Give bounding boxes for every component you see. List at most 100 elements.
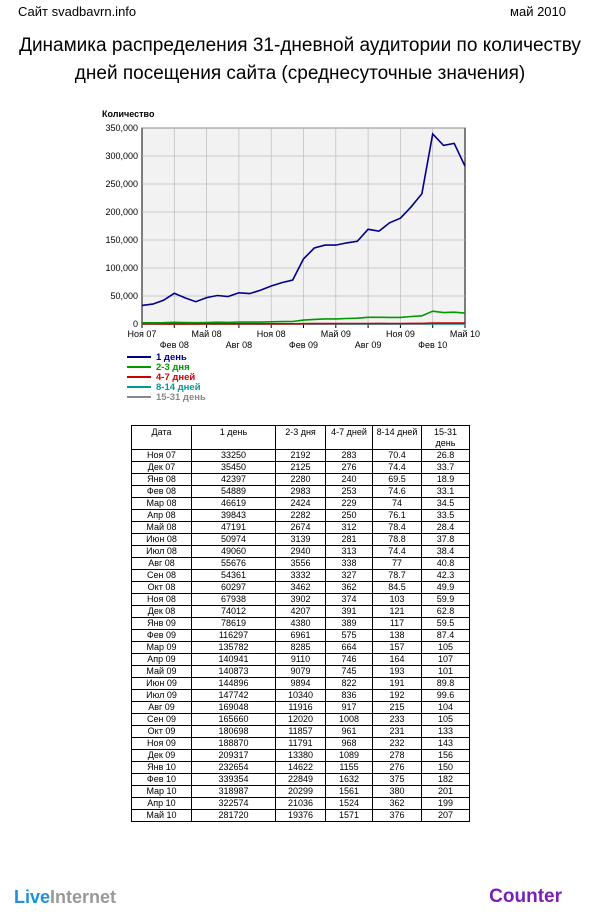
table-row: Ноя 09 188870 11791 968 232 143 <box>131 737 470 750</box>
table-cell: Июл 09 <box>131 689 192 702</box>
table-cell: 9079 <box>275 665 326 678</box>
column-header: Дата <box>131 425 192 450</box>
table-cell: 74012 <box>191 605 276 618</box>
x-tick-label: Фев 09 <box>289 340 318 350</box>
table-cell: 188870 <box>191 737 276 750</box>
table-cell: 4207 <box>275 605 326 618</box>
table-row: Сен 09 165660 12020 1008 233 105 <box>131 713 470 726</box>
y-tick-label: 300,000 <box>105 151 138 161</box>
legend-swatch <box>127 396 151 398</box>
table-cell: 133 <box>421 725 470 738</box>
table-cell: 89.8 <box>421 677 470 690</box>
table-cell: 1089 <box>325 749 373 762</box>
counter-link[interactable]: Counter <box>489 886 562 907</box>
table-cell: 375 <box>372 773 422 786</box>
table-cell: 105 <box>421 641 470 654</box>
y-tick-label: 0 <box>133 319 138 329</box>
table-cell: 232654 <box>191 761 276 774</box>
table-cell: Янв 09 <box>131 617 192 630</box>
table-cell: 362 <box>325 581 373 594</box>
table-cell: 33.1 <box>421 485 470 498</box>
table-cell: 55676 <box>191 557 276 570</box>
legend-swatch <box>127 386 151 388</box>
table-cell: 33250 <box>191 449 276 462</box>
table-cell: 49060 <box>191 545 276 558</box>
table-cell: Сен 09 <box>131 713 192 726</box>
table-cell: 138 <box>372 629 422 642</box>
table-cell: 50974 <box>191 533 276 546</box>
table-cell: 33.5 <box>421 509 470 522</box>
table-cell: 3902 <box>275 593 326 606</box>
legend-swatch <box>127 376 151 378</box>
table-cell: 281 <box>325 533 373 546</box>
title-line-2: дней посещения сайта (среднесуточные зна… <box>74 63 526 84</box>
table-cell: 389 <box>325 617 373 630</box>
table-row: Фев 09 116297 6961 575 138 87.4 <box>131 629 470 642</box>
table-cell: 70.4 <box>372 449 422 462</box>
x-tick-label: Ноя 09 <box>386 329 415 339</box>
column-header: 2-3 дня <box>275 425 326 450</box>
table-cell: 1008 <box>325 713 373 726</box>
table-cell: Дек 08 <box>131 605 192 618</box>
table-cell: 232 <box>372 737 422 750</box>
report-period: май 2010 <box>510 4 566 19</box>
table-cell: 74.4 <box>372 545 422 558</box>
x-tick-label: Май 08 <box>192 329 222 339</box>
table-cell: 278 <box>372 749 422 762</box>
table-cell: 575 <box>325 629 373 642</box>
table-row: Авг 09 169048 11916 917 215 104 <box>131 701 470 714</box>
table-cell: 2125 <box>275 461 326 474</box>
table-cell: 917 <box>325 701 373 714</box>
legend-item: 4-7 дней <box>127 372 206 383</box>
table-cell: 21036 <box>275 797 326 810</box>
table-cell: Фев 09 <box>131 629 192 642</box>
table-cell: 2674 <box>275 521 326 534</box>
table-cell: 22849 <box>275 773 326 786</box>
column-header: 4-7 дней <box>325 425 373 450</box>
page-title: Динамика распределения 31-дневной аудито… <box>0 32 600 88</box>
table-cell: 135782 <box>191 641 276 654</box>
table-row: Июл 08 49060 2940 313 74.4 38.4 <box>131 545 470 558</box>
table-row: Янв 09 78619 4380 389 117 59.5 <box>131 617 470 630</box>
table-cell: 28.4 <box>421 521 470 534</box>
table-cell: 121 <box>372 605 422 618</box>
table-cell: 39843 <box>191 509 276 522</box>
table-cell: 2424 <box>275 497 326 510</box>
table-cell: 40.8 <box>421 557 470 570</box>
liveinternet-logo[interactable]: LiveInternet <box>14 887 116 908</box>
table-cell: 116297 <box>191 629 276 642</box>
table-cell: 2192 <box>275 449 326 462</box>
table-cell: 276 <box>372 761 422 774</box>
table-cell: 74.4 <box>372 461 422 474</box>
table-row: Дек 08 74012 4207 391 121 62.8 <box>131 605 470 618</box>
table-cell: 74.6 <box>372 485 422 498</box>
legend-swatch <box>127 356 151 358</box>
table-cell: 117 <box>372 617 422 630</box>
table-cell: 836 <box>325 689 373 702</box>
table-cell: 961 <box>325 725 373 738</box>
table-cell: 283 <box>325 449 373 462</box>
table-cell: Июн 09 <box>131 677 192 690</box>
table-cell: 201 <box>421 785 470 798</box>
table-cell: 968 <box>325 737 373 750</box>
table-cell: 60297 <box>191 581 276 594</box>
table-row: Ноя 07 33250 2192 283 70.4 26.8 <box>131 449 470 462</box>
table-cell: 156 <box>421 749 470 762</box>
table-row: Июл 09 147742 10340 836 192 99.6 <box>131 689 470 702</box>
table-cell: 6961 <box>275 629 326 642</box>
table-cell: 338 <box>325 557 373 570</box>
table-cell: Фев 08 <box>131 485 192 498</box>
table-row: Авг 08 55676 3556 338 77 40.8 <box>131 557 470 570</box>
table-row: Дек 07 35450 2125 276 74.4 33.7 <box>131 461 470 474</box>
table-cell: 37.8 <box>421 533 470 546</box>
column-header: 15-31 день <box>421 425 470 450</box>
table-cell: 140941 <box>191 653 276 666</box>
table-cell: 3139 <box>275 533 326 546</box>
table-cell: 229 <box>325 497 373 510</box>
column-header: 1 день <box>191 425 276 450</box>
x-tick-label: Фев 10 <box>418 340 447 350</box>
table-cell: 99.6 <box>421 689 470 702</box>
table-cell: 250 <box>325 509 373 522</box>
x-tick-label: Фев 08 <box>160 340 189 350</box>
table-cell: 2983 <box>275 485 326 498</box>
